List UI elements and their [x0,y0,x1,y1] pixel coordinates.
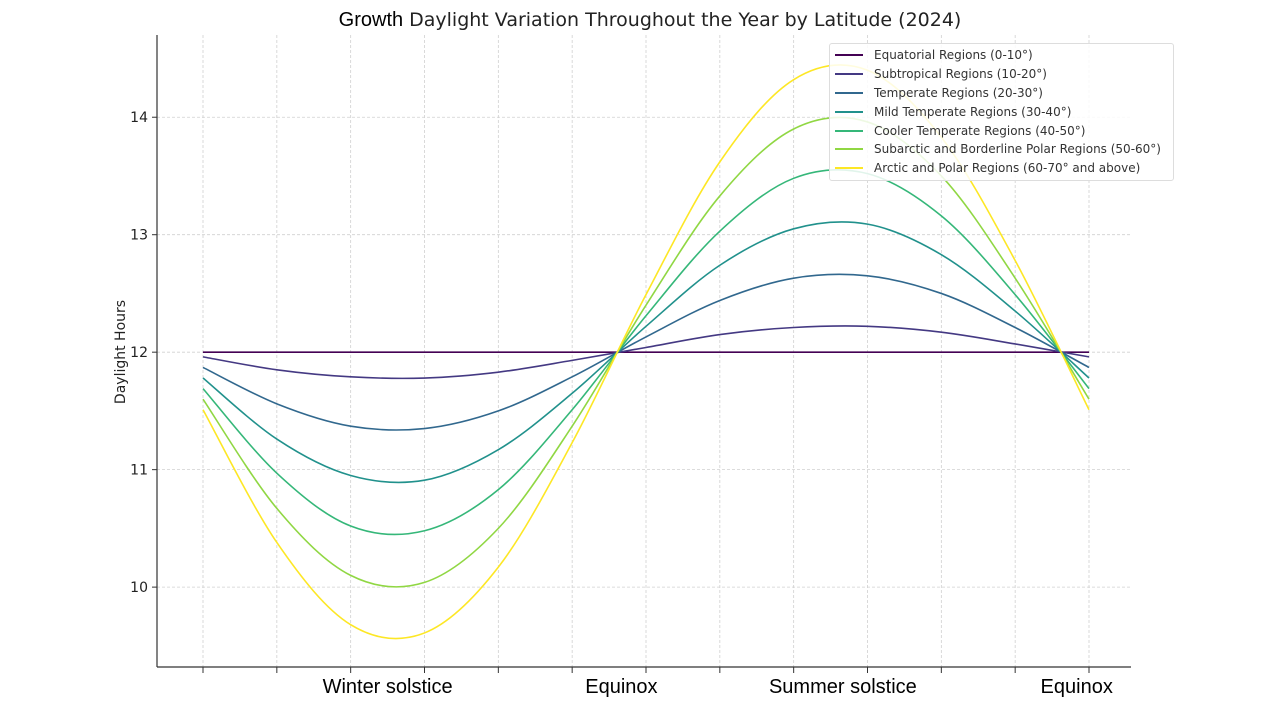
legend-swatch [835,167,863,170]
chart-title: Growth Daylight Variation Throughout the … [0,9,1280,32]
series-line-4 [202,169,1090,536]
legend-swatch [835,129,863,132]
y-axis-label: Daylight Hours [113,300,129,404]
series-line-5 [202,116,1090,588]
legend: Equatorial Regions (0-10°) Subtropical Re… [829,43,1174,181]
legend-item: Temperate Regions (20-30°) [830,84,1173,103]
legend-swatch [835,91,863,94]
legend-item: Equatorial Regions (0-10°) [830,46,1173,65]
legend-swatch [835,110,863,113]
series-line-3 [202,221,1090,484]
legend-item: Cooler Temperate Regions (40-50°) [830,121,1173,140]
legend-label: Temperate Regions (20-30°) [874,85,1043,100]
title-prefix: Growth [338,9,404,31]
legend-label: Subarctic and Borderline Polar Regions (… [874,142,1161,157]
legend-item: Mild Temperate Regions (30-40°) [830,102,1173,121]
x-annotation-label: Summer solstice [768,676,917,698]
legend-label: Cooler Temperate Regions (40-50°) [874,123,1086,138]
series-line-1 [202,325,1090,380]
y-tick-label: 10 [130,580,148,596]
legend-swatch [835,73,863,76]
legend-label: Mild Temperate Regions (30-40°) [874,104,1072,119]
y-tick-label: 11 [130,463,148,479]
axes: 10 11 12 13 14 [130,35,1131,673]
legend-label: Arctic and Polar Regions (60-70° and abo… [874,161,1141,176]
series-line-2 [202,273,1090,431]
y-tick-label: 14 [130,110,148,126]
legend-item: Subtropical Regions (10-20°) [830,65,1173,84]
legend-item: Subarctic and Borderline Polar Regions (… [830,140,1173,159]
legend-swatch [835,54,863,57]
x-annotation-label: Winter solstice [322,676,453,698]
x-annotation-label: Equinox [1040,676,1113,698]
title-text: Daylight Variation Throughout the Year b… [409,9,962,31]
x-annotation-label: Equinox [585,676,658,698]
y-tick-label: 13 [130,228,148,244]
y-tick-label: 12 [130,345,148,361]
legend-swatch [835,148,863,151]
legend-label: Equatorial Regions (0-10°) [874,48,1033,63]
legend-label: Subtropical Regions (10-20°) [874,67,1047,82]
legend-item: Arctic and Polar Regions (60-70° and abo… [830,159,1173,178]
